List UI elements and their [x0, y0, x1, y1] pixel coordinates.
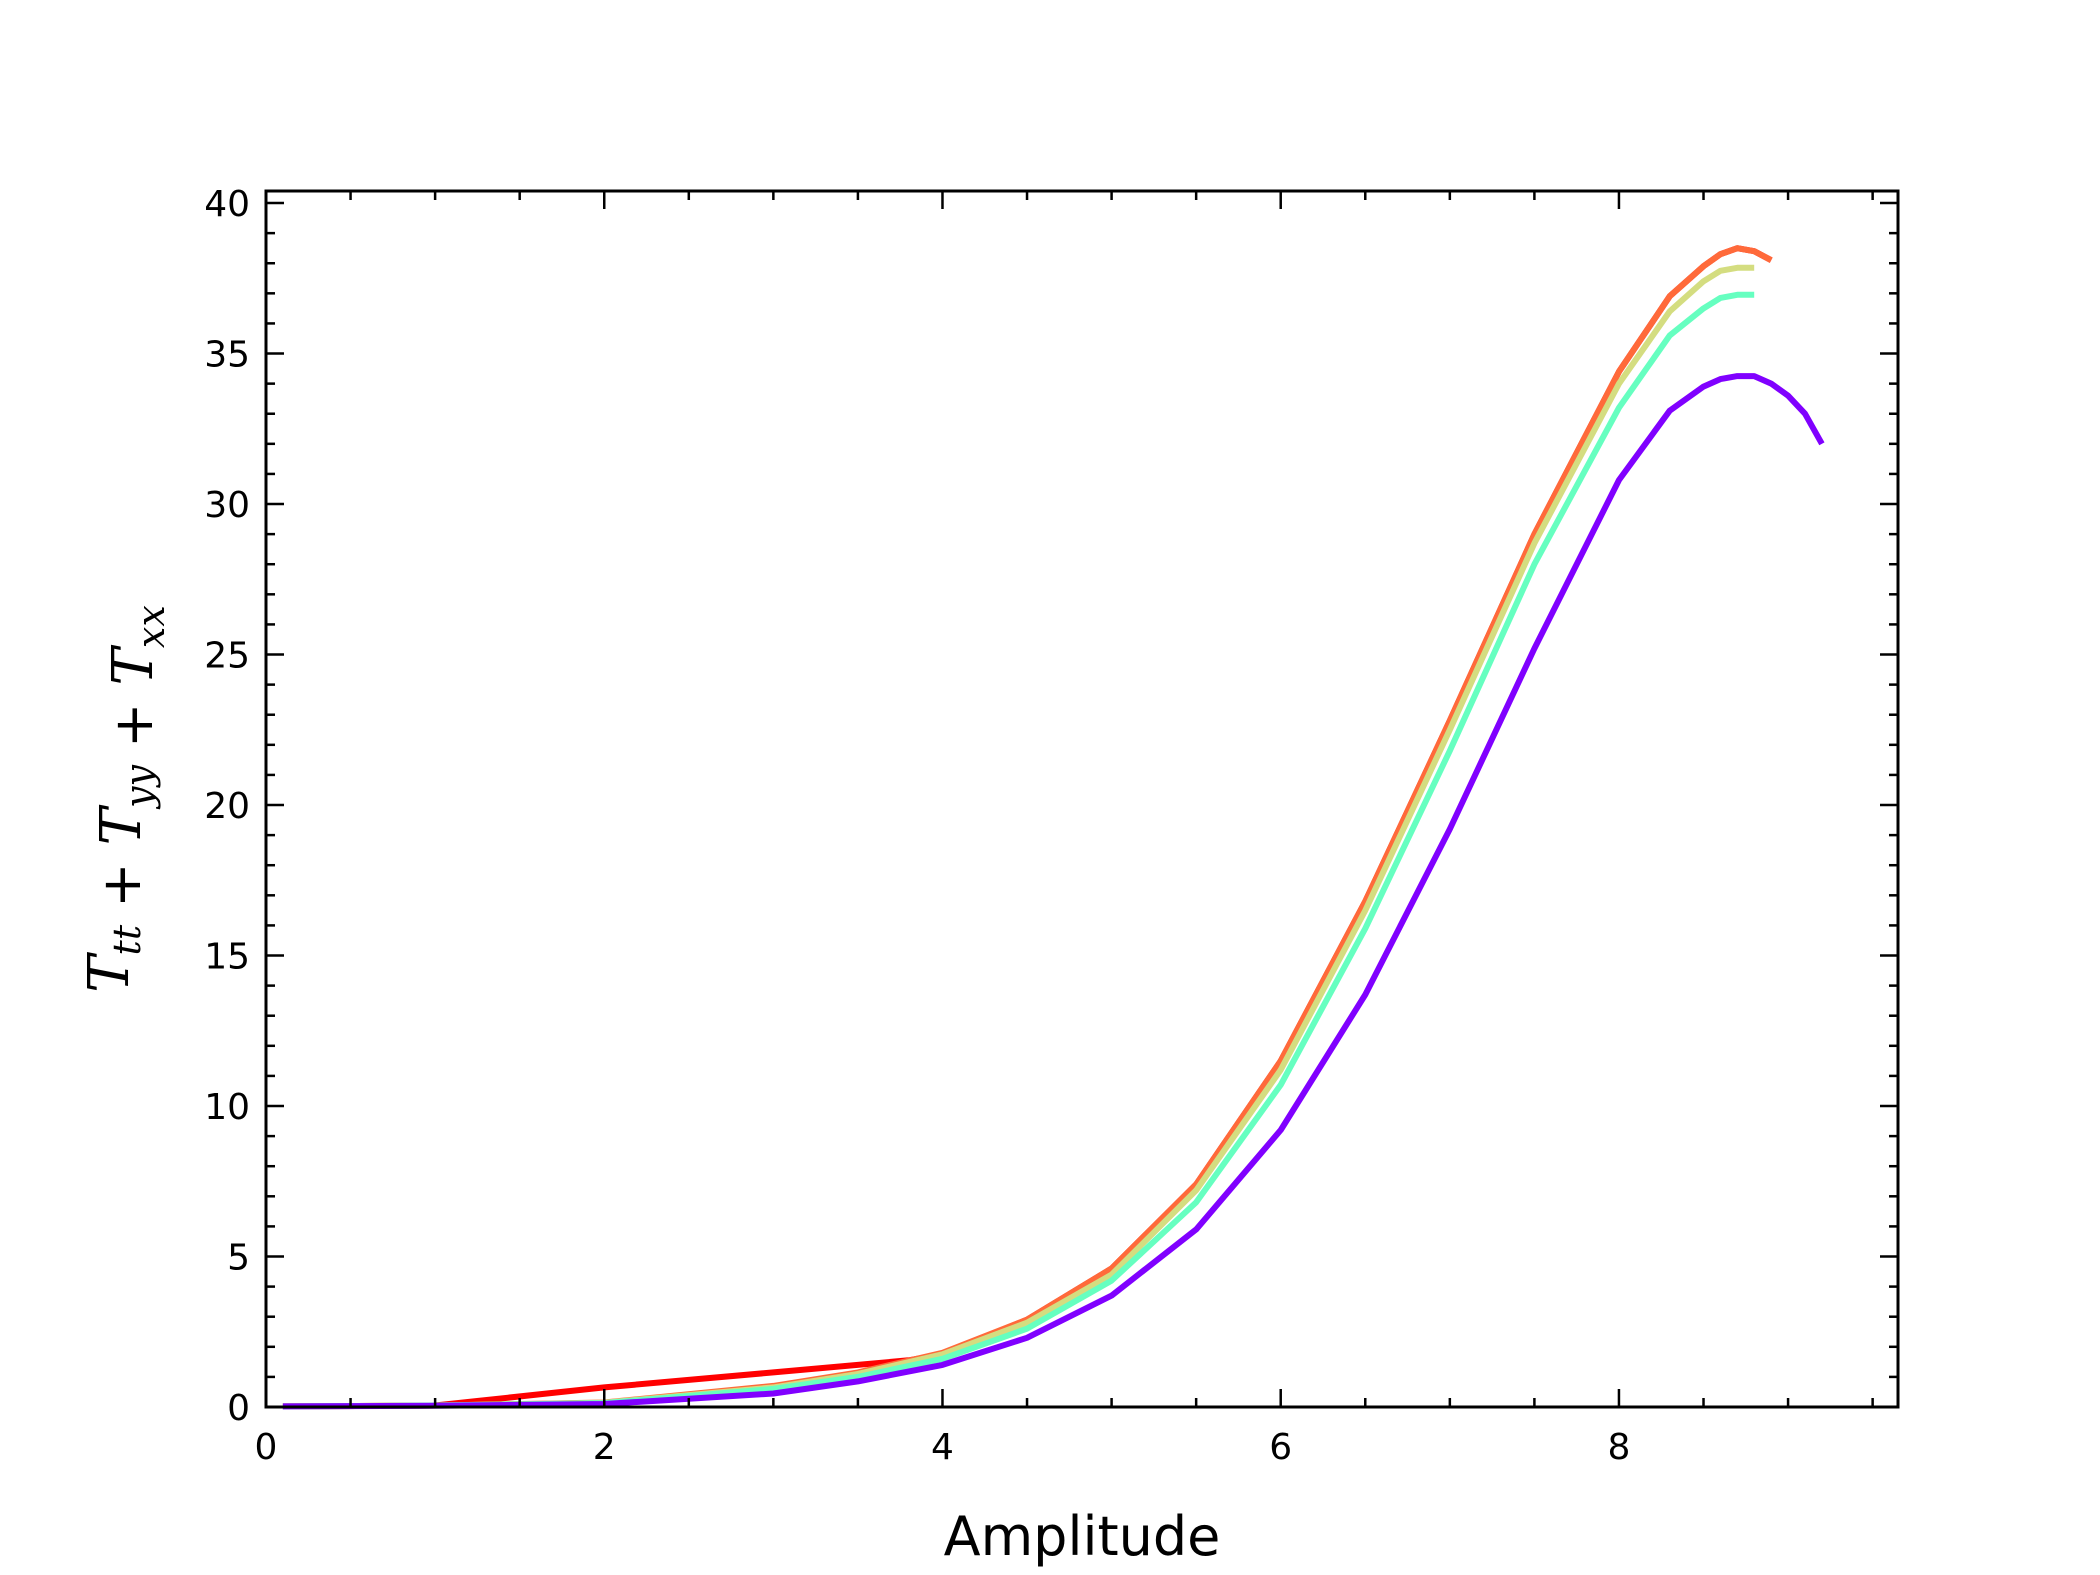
x-tick-label: 0	[255, 1427, 278, 1468]
plot-frame	[264, 189, 1900, 1409]
y-tick-label: 20	[204, 786, 250, 827]
y-tick-label: 25	[204, 636, 250, 677]
y-tick-label: 30	[204, 485, 250, 526]
ticks-layer: 0 2 4 6 8 0 5 10 15 20 25 30 35 40	[204, 184, 1898, 1468]
series-line-4	[282, 291, 1755, 1410]
series-line-5	[282, 373, 1825, 1410]
x-tick-label: 8	[1608, 1427, 1631, 1468]
x-tick-label: 2	[593, 1427, 616, 1468]
series-layer	[282, 245, 1825, 1410]
y-tick-label: 10	[204, 1087, 250, 1128]
y-tick-label: 0	[227, 1388, 250, 1429]
y-tick-label: 15	[204, 937, 250, 978]
y-tick-label: 40	[204, 184, 250, 225]
y-tick-label: 35	[204, 335, 250, 376]
x-tick-label: 4	[931, 1427, 954, 1468]
x-tick-label: 6	[1269, 1427, 1292, 1468]
series-line-2	[282, 245, 1773, 1410]
x-axis-label: Amplitude	[944, 1505, 1221, 1568]
series-line-3	[282, 264, 1755, 1410]
y-axis-label: Ttt + Tyy + Txx	[77, 605, 173, 993]
y-tick-label: 5	[227, 1238, 250, 1279]
series-line-1	[282, 245, 1773, 1410]
